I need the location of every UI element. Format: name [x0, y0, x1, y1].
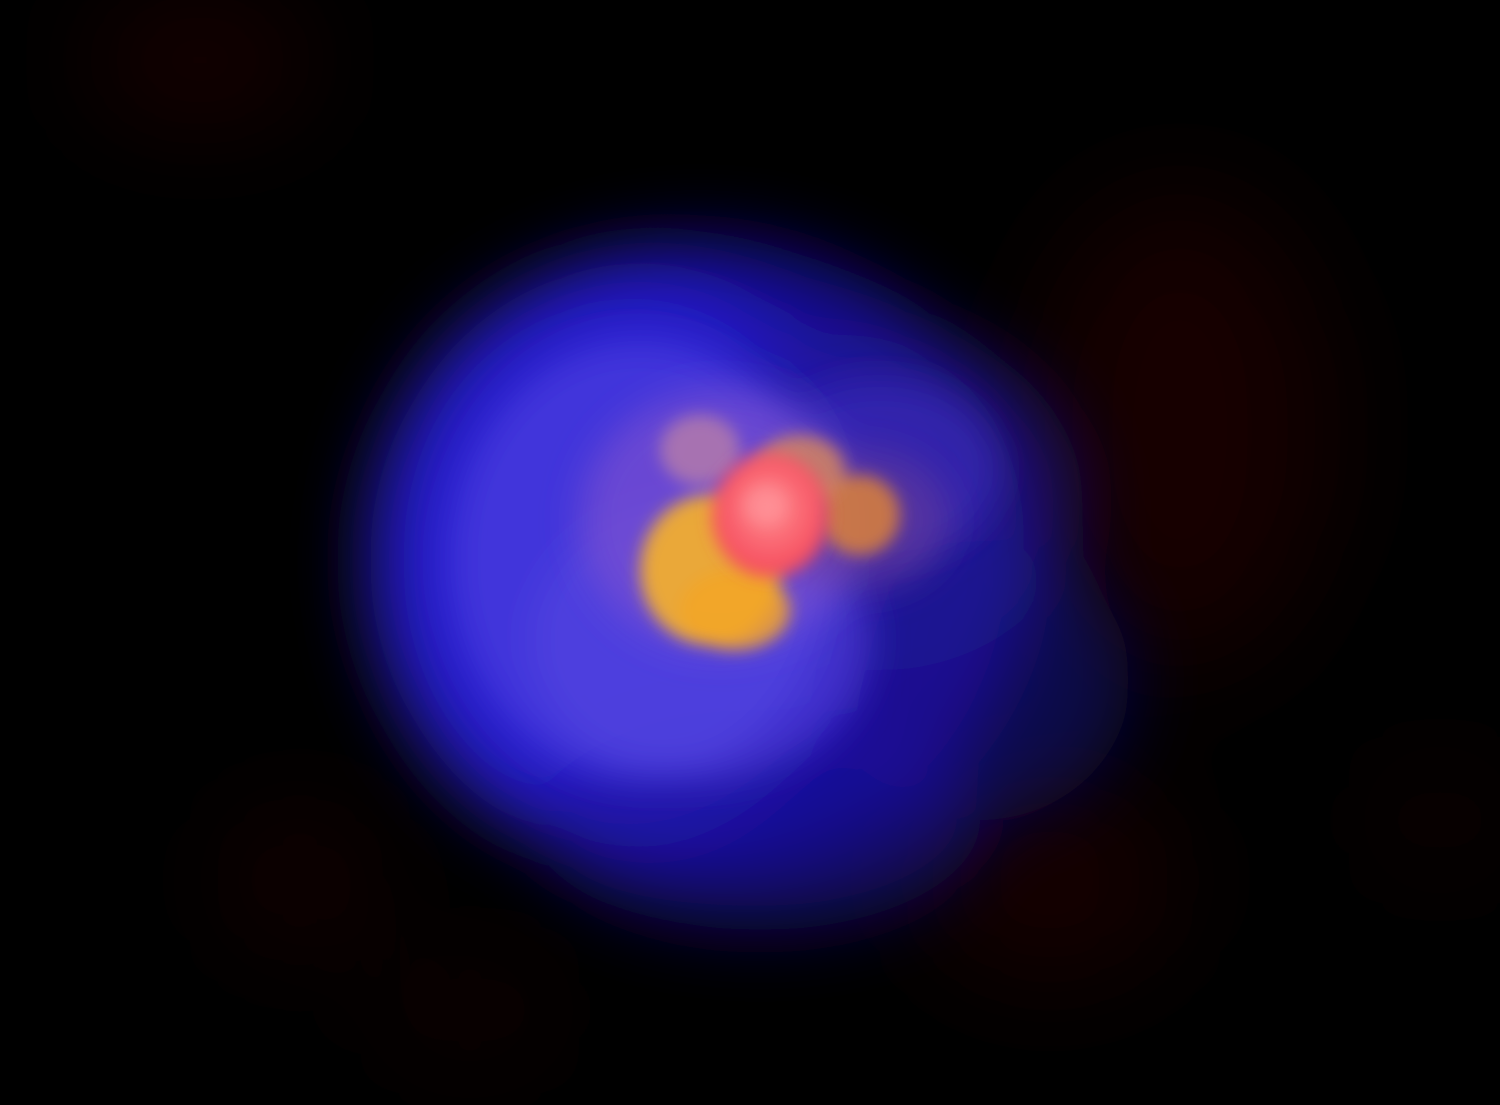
core-highlight	[743, 485, 787, 525]
faint-red-clouds	[90, 10, 1500, 1060]
